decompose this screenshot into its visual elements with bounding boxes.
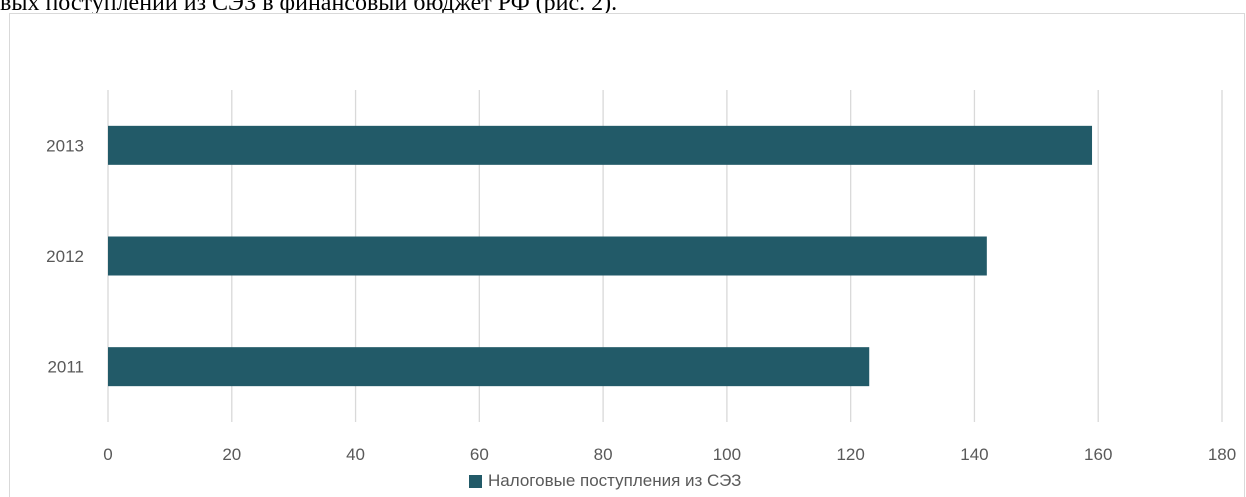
- document-caption-text: вых поступлений из СЭЗ в финансовый бюдж…: [0, 0, 618, 16]
- x-tick-label-20: 20: [222, 445, 241, 464]
- x-tick-label-80: 80: [594, 445, 613, 464]
- legend: Налоговые поступления из СЭЗ: [469, 470, 741, 492]
- bars: [108, 125, 1093, 387]
- bar-2011: [108, 347, 870, 387]
- x-tick-label-100: 100: [713, 445, 741, 464]
- x-tick-label-0: 0: [103, 445, 112, 464]
- legend-swatch: [469, 474, 482, 488]
- category-labels: 2011 2012 2013: [46, 136, 84, 376]
- x-tick-label-60: 60: [470, 445, 489, 464]
- x-tick-label-180: 180: [1208, 445, 1236, 464]
- category-label-2011: 2011: [47, 358, 84, 377]
- category-label-2012: 2012: [46, 247, 84, 266]
- x-tick-label-140: 140: [960, 445, 988, 464]
- category-label-2013: 2013: [46, 136, 84, 155]
- bar-2013: [108, 125, 1093, 165]
- legend-label: Налоговые поступления из СЭЗ: [488, 471, 742, 490]
- x-tick-label-120: 120: [836, 445, 864, 464]
- x-tick-label-40: 40: [346, 445, 365, 464]
- x-tick-label-160: 160: [1084, 445, 1112, 464]
- x-tick-labels: 0 20 40 60 80 100 120 140 160 180: [103, 445, 1236, 464]
- bar-2012: [108, 236, 987, 276]
